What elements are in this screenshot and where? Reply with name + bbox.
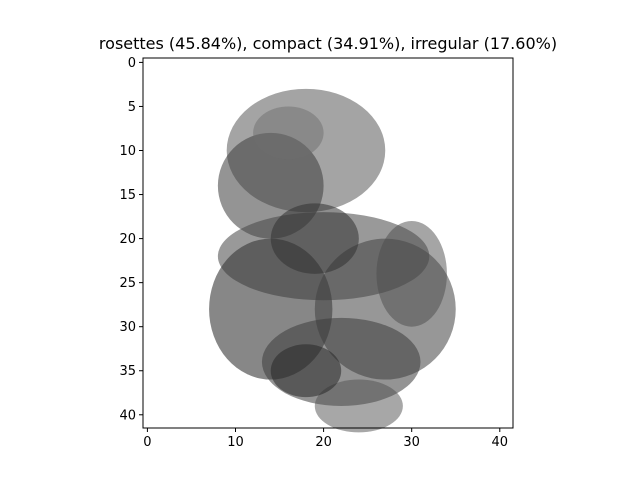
y-tick-label: 40 <box>119 408 136 423</box>
image-region <box>270 203 359 274</box>
x-tick-label: 20 <box>315 435 332 450</box>
x-tick-label: 40 <box>492 435 509 450</box>
x-tick-label: 10 <box>227 435 244 450</box>
y-tick-label: 0 <box>128 56 136 71</box>
axes-frame <box>142 57 514 429</box>
y-tick-label: 35 <box>119 364 136 379</box>
x-tick-label: 0 <box>143 435 151 450</box>
y-axis: 0 5 10 15 20 25 30 35 40 <box>119 56 143 423</box>
y-tick-label: 25 <box>119 276 136 291</box>
image-region <box>314 379 403 433</box>
image-region <box>270 344 342 398</box>
x-tick-label: 30 <box>403 435 420 450</box>
y-tick-label: 10 <box>119 144 136 159</box>
y-tick-label: 5 <box>128 100 136 115</box>
y-tick-label: 20 <box>119 232 136 247</box>
y-tick-label: 30 <box>119 320 136 335</box>
image-region <box>376 220 447 327</box>
image-region <box>253 106 324 160</box>
y-tick-label: 15 <box>119 188 136 203</box>
grayscale-image <box>143 58 513 433</box>
figure-title: rosettes (45.84%), compact (34.91%), irr… <box>99 34 557 53</box>
x-axis: 0 10 20 30 40 <box>143 428 508 450</box>
